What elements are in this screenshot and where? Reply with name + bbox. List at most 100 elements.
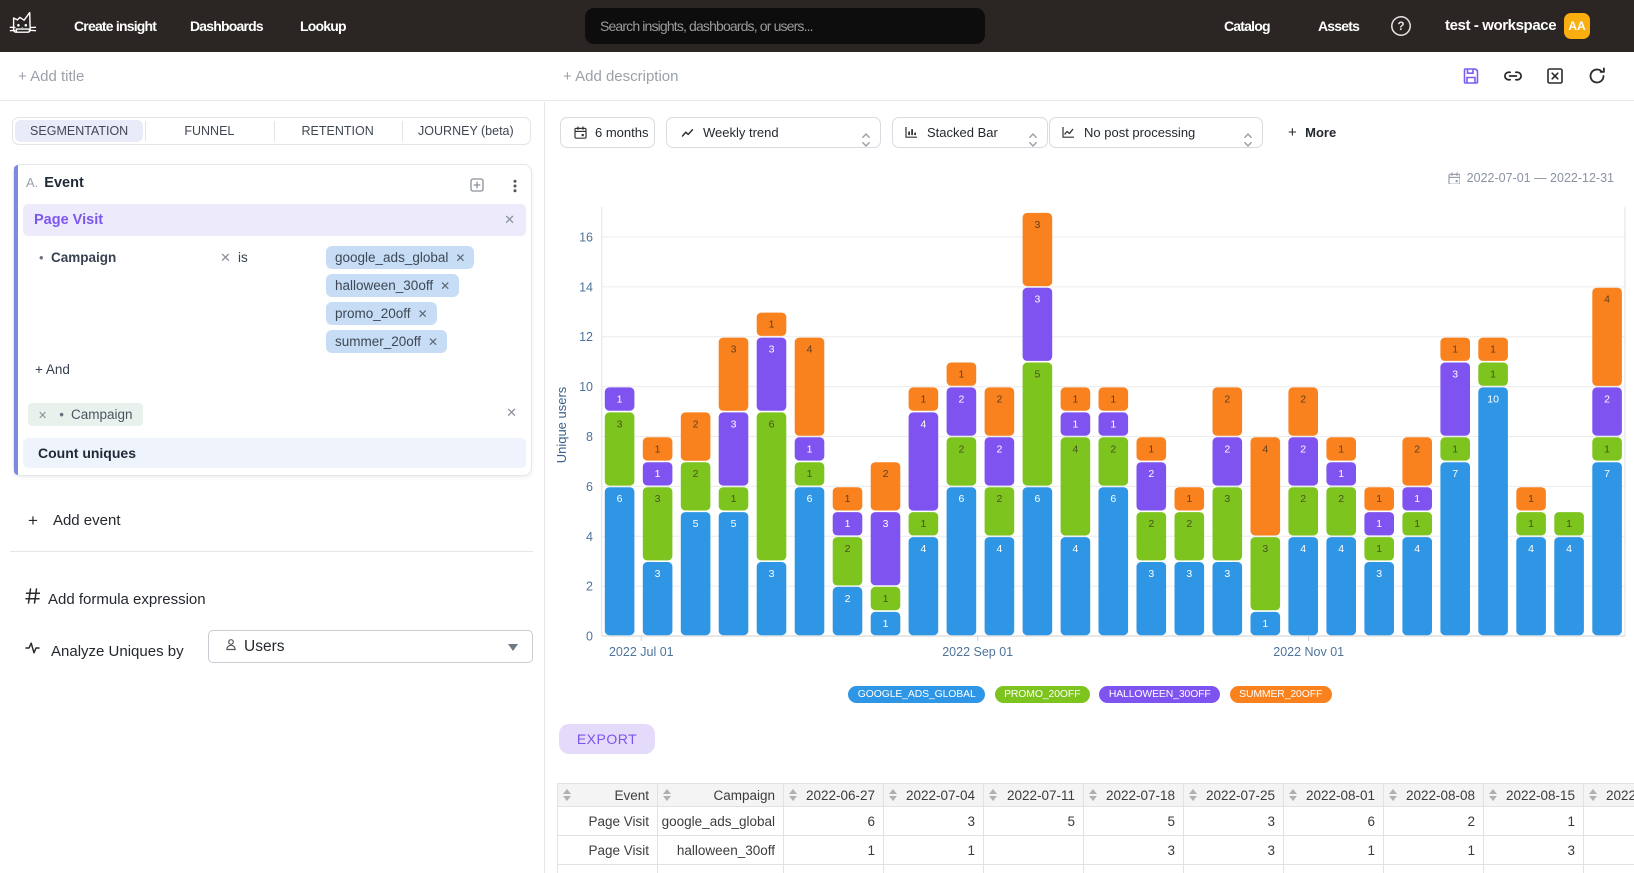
- svg-text:1: 1: [1072, 393, 1078, 405]
- svg-text:3: 3: [1376, 568, 1382, 580]
- svg-text:1: 1: [920, 518, 926, 530]
- svg-text:1: 1: [1072, 418, 1078, 430]
- svg-text:1: 1: [1604, 443, 1610, 455]
- svg-text:2022 Nov 01: 2022 Nov 01: [1273, 645, 1344, 659]
- svg-text:2: 2: [883, 468, 889, 480]
- svg-text:2: 2: [845, 593, 851, 605]
- svg-text:2: 2: [996, 393, 1002, 405]
- svg-text:5: 5: [731, 518, 737, 530]
- svg-text:1: 1: [958, 369, 964, 381]
- svg-text:6: 6: [586, 480, 593, 494]
- svg-text:3: 3: [1452, 369, 1458, 381]
- svg-text:2: 2: [1300, 393, 1306, 405]
- svg-text:4: 4: [1300, 543, 1306, 555]
- svg-text:3: 3: [769, 568, 775, 580]
- svg-text:2: 2: [958, 443, 964, 455]
- svg-text:1: 1: [1338, 443, 1344, 455]
- svg-text:8: 8: [586, 430, 593, 444]
- svg-text:4: 4: [996, 543, 1002, 555]
- svg-text:14: 14: [579, 280, 593, 294]
- svg-text:1: 1: [807, 468, 813, 480]
- svg-text:5: 5: [1034, 369, 1040, 381]
- svg-text:1: 1: [1528, 518, 1534, 530]
- svg-text:1: 1: [1452, 344, 1458, 356]
- svg-text:10: 10: [579, 380, 593, 394]
- svg-text:1: 1: [845, 493, 851, 505]
- svg-text:4: 4: [1604, 294, 1610, 306]
- svg-text:5: 5: [693, 518, 699, 530]
- svg-text:1: 1: [1148, 443, 1154, 455]
- svg-text:6: 6: [769, 418, 775, 430]
- svg-text:1: 1: [883, 593, 889, 605]
- svg-text:6: 6: [807, 493, 813, 505]
- svg-text:4: 4: [1072, 543, 1078, 555]
- svg-text:3: 3: [1186, 568, 1192, 580]
- svg-text:2: 2: [693, 468, 699, 480]
- svg-text:2: 2: [1604, 393, 1610, 405]
- svg-text:1: 1: [1376, 543, 1382, 555]
- svg-text:6: 6: [958, 493, 964, 505]
- svg-text:2: 2: [1300, 443, 1306, 455]
- svg-text:2: 2: [1148, 468, 1154, 480]
- svg-text:2: 2: [958, 393, 964, 405]
- svg-text:1: 1: [1262, 618, 1268, 630]
- svg-text:1: 1: [617, 393, 623, 405]
- svg-text:3: 3: [1034, 294, 1040, 306]
- svg-text:3: 3: [1224, 568, 1230, 580]
- svg-text:1: 1: [883, 618, 889, 630]
- svg-text:1: 1: [1186, 493, 1192, 505]
- svg-text:1: 1: [1338, 468, 1344, 480]
- svg-text:1: 1: [845, 518, 851, 530]
- svg-text:1: 1: [1376, 493, 1382, 505]
- svg-text:1: 1: [1490, 369, 1496, 381]
- svg-text:1: 1: [807, 443, 813, 455]
- svg-text:2: 2: [1186, 518, 1192, 530]
- svg-text:2: 2: [1224, 443, 1230, 455]
- svg-text:1: 1: [1528, 493, 1534, 505]
- svg-text:1: 1: [1566, 518, 1572, 530]
- svg-text:1: 1: [769, 319, 775, 331]
- svg-text:6: 6: [617, 493, 623, 505]
- svg-text:3: 3: [617, 418, 623, 430]
- svg-text:1: 1: [1110, 418, 1116, 430]
- svg-text:1: 1: [920, 393, 926, 405]
- svg-text:1: 1: [1414, 493, 1420, 505]
- svg-text:3: 3: [769, 344, 775, 356]
- svg-text:2: 2: [1110, 443, 1116, 455]
- svg-text:1: 1: [655, 443, 661, 455]
- svg-text:3: 3: [1034, 219, 1040, 231]
- svg-text:1: 1: [1490, 344, 1496, 356]
- svg-text:4: 4: [1338, 543, 1344, 555]
- svg-text:4: 4: [1072, 443, 1078, 455]
- svg-text:3: 3: [655, 493, 661, 505]
- svg-text:2: 2: [1414, 443, 1420, 455]
- svg-text:3: 3: [731, 344, 737, 356]
- svg-text:1: 1: [1452, 443, 1458, 455]
- svg-text:16: 16: [579, 231, 593, 245]
- svg-text:2: 2: [996, 493, 1002, 505]
- svg-text:4: 4: [920, 543, 926, 555]
- svg-text:2: 2: [1148, 518, 1154, 530]
- svg-text:1: 1: [655, 468, 661, 480]
- svg-text:4: 4: [1528, 543, 1534, 555]
- svg-text:2: 2: [1338, 493, 1344, 505]
- svg-text:1: 1: [1376, 518, 1382, 530]
- svg-text:4: 4: [920, 418, 926, 430]
- svg-text:12: 12: [579, 330, 593, 344]
- svg-text:3: 3: [1148, 568, 1154, 580]
- svg-text:7: 7: [1604, 468, 1610, 480]
- svg-text:2: 2: [693, 418, 699, 430]
- svg-text:4: 4: [1566, 543, 1572, 555]
- svg-text:1: 1: [1110, 393, 1116, 405]
- svg-text:2: 2: [845, 543, 851, 555]
- svg-text:3: 3: [1262, 543, 1268, 555]
- svg-text:4: 4: [807, 344, 813, 356]
- svg-text:1: 1: [1414, 518, 1420, 530]
- svg-text:?: ?: [1397, 21, 1404, 33]
- svg-text:6: 6: [1110, 493, 1116, 505]
- svg-text:10: 10: [1487, 393, 1499, 405]
- svg-text:3: 3: [1224, 493, 1230, 505]
- svg-text:3: 3: [655, 568, 661, 580]
- svg-text:4: 4: [1262, 443, 1268, 455]
- svg-text:2: 2: [1300, 493, 1306, 505]
